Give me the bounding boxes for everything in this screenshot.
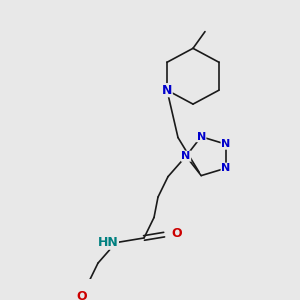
Text: N: N bbox=[182, 151, 190, 161]
Text: N: N bbox=[221, 139, 230, 149]
Text: O: O bbox=[172, 227, 182, 240]
Text: N: N bbox=[221, 163, 230, 173]
Text: N: N bbox=[196, 132, 206, 142]
Text: HN: HN bbox=[98, 236, 118, 249]
Text: O: O bbox=[76, 290, 87, 300]
Text: N: N bbox=[162, 84, 172, 97]
